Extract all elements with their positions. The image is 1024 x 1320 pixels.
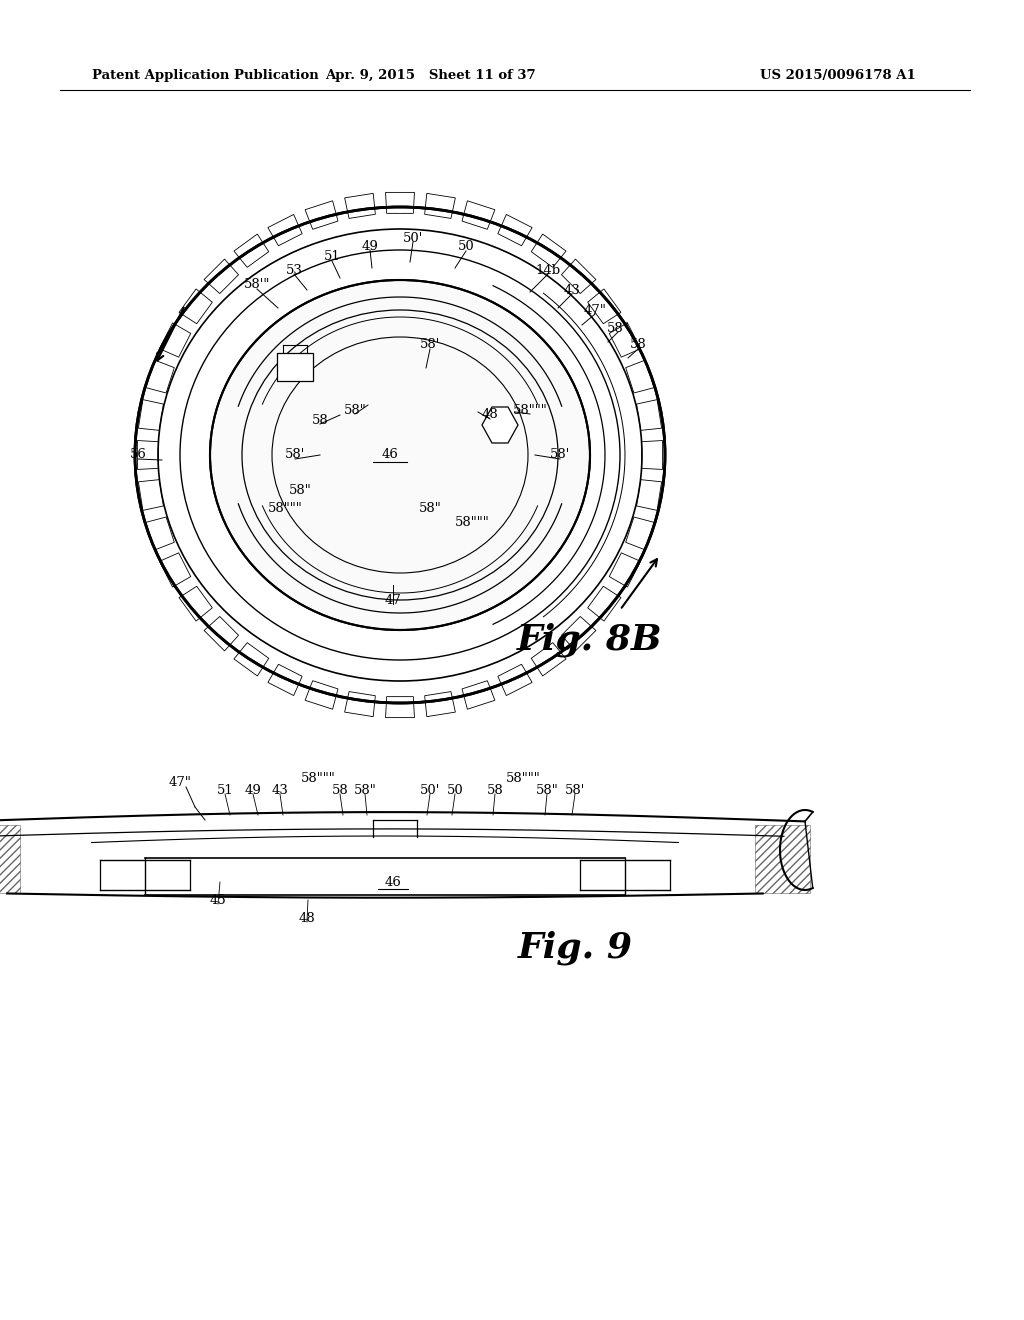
Text: 58""": 58""" <box>455 516 489 528</box>
Text: 47": 47" <box>584 304 606 317</box>
Text: 48: 48 <box>481 408 499 421</box>
Text: 46: 46 <box>385 875 401 888</box>
Text: US 2015/0096178 A1: US 2015/0096178 A1 <box>760 69 915 82</box>
Text: 58""": 58""" <box>301 771 336 784</box>
Text: 51: 51 <box>217 784 233 796</box>
Text: 49: 49 <box>245 784 261 796</box>
Text: Fig. 9: Fig. 9 <box>517 931 633 965</box>
Text: Fig. 8B: Fig. 8B <box>517 623 663 657</box>
Text: 14b: 14b <box>536 264 560 276</box>
Polygon shape <box>482 407 518 444</box>
Text: 43: 43 <box>563 284 581 297</box>
Text: 58""": 58""" <box>513 404 548 417</box>
Text: 58: 58 <box>311 413 329 426</box>
Text: 58": 58" <box>353 784 377 796</box>
Polygon shape <box>278 352 313 381</box>
Ellipse shape <box>135 207 665 704</box>
Text: 50': 50' <box>420 784 440 796</box>
Text: 50: 50 <box>458 240 474 253</box>
Text: 58'": 58'" <box>244 279 270 292</box>
Text: 58": 58" <box>536 784 558 796</box>
Ellipse shape <box>210 280 590 630</box>
Text: 50': 50' <box>402 231 423 244</box>
Text: 58: 58 <box>630 338 646 351</box>
Text: 58": 58" <box>606 322 630 334</box>
Text: 48: 48 <box>299 912 315 924</box>
Text: 56: 56 <box>130 449 146 462</box>
Text: 43: 43 <box>271 784 289 796</box>
Text: 53: 53 <box>286 264 302 276</box>
Text: 58": 58" <box>344 404 367 417</box>
Text: 47": 47" <box>169 776 191 789</box>
Text: 58': 58' <box>285 449 305 462</box>
Text: 58""": 58""" <box>506 771 541 784</box>
Text: 51: 51 <box>324 251 340 264</box>
Text: 58: 58 <box>486 784 504 796</box>
Text: 47: 47 <box>385 594 401 606</box>
Text: 58': 58' <box>420 338 440 351</box>
Text: 58": 58" <box>289 483 311 496</box>
Text: 58: 58 <box>332 784 348 796</box>
Text: Patent Application Publication: Patent Application Publication <box>92 69 318 82</box>
Text: 50: 50 <box>446 784 464 796</box>
Text: 58": 58" <box>419 502 441 515</box>
Text: Apr. 9, 2015   Sheet 11 of 37: Apr. 9, 2015 Sheet 11 of 37 <box>325 69 536 82</box>
Text: 58""": 58""" <box>267 502 302 515</box>
Text: 45: 45 <box>210 894 226 907</box>
Text: 49: 49 <box>361 239 379 252</box>
Text: 46: 46 <box>382 449 398 462</box>
Text: 58': 58' <box>565 784 585 796</box>
Text: 58': 58' <box>550 449 570 462</box>
